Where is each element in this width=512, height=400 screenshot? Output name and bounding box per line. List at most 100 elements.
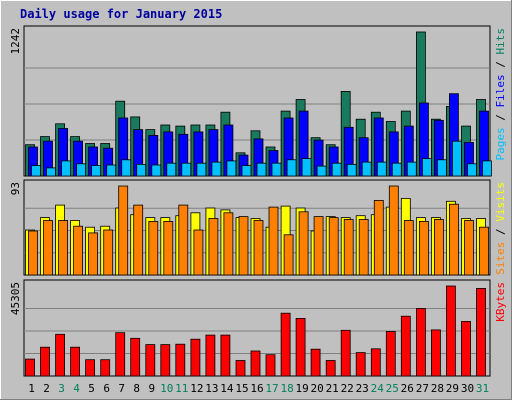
bar-kbytes-day-15 bbox=[235, 360, 246, 377]
bar-sites-day-22 bbox=[343, 219, 354, 276]
bar-pages-day-8 bbox=[136, 163, 147, 177]
bar-kbytes-day-16 bbox=[250, 350, 261, 377]
legend-hits: Pages / Files / Hits bbox=[494, 28, 507, 161]
bar-sites-day-9 bbox=[148, 220, 159, 276]
bar-sites-day-14 bbox=[223, 212, 234, 276]
x-tick-label: 22 bbox=[341, 382, 354, 395]
legend-entry: Sites bbox=[494, 242, 507, 275]
x-tick-label: 12 bbox=[190, 382, 203, 395]
bar-kbytes-day-26 bbox=[400, 315, 411, 377]
bar-pages-day-21 bbox=[331, 162, 342, 177]
bar-sites-day-13 bbox=[208, 218, 219, 276]
bar-kbytes-day-3 bbox=[55, 333, 65, 377]
bar-sites-day-5 bbox=[88, 232, 98, 276]
bar-kbytes-day-12 bbox=[190, 338, 201, 377]
x-tick-label: 20 bbox=[310, 382, 323, 395]
series-sites bbox=[28, 185, 489, 276]
bar-sites-day-10 bbox=[163, 220, 174, 276]
x-tick-label: 28 bbox=[431, 382, 444, 395]
bar-sites-day-27 bbox=[418, 220, 429, 276]
bar-kbytes-day-10 bbox=[160, 344, 171, 377]
x-tick-label: 29 bbox=[446, 382, 459, 395]
bar-kbytes-day-30 bbox=[461, 320, 471, 377]
panel-kbytes: 45305 KBytes bbox=[9, 279, 507, 377]
bar-kbytes-day-17 bbox=[265, 354, 276, 377]
panel-visits: 93 Sites / Visits bbox=[9, 179, 507, 276]
x-tick-label: 21 bbox=[326, 382, 339, 395]
bar-pages-day-27 bbox=[421, 158, 432, 177]
bar-kbytes-day-28 bbox=[430, 329, 441, 377]
panel-hits: 1242 Pages / Files / Hits bbox=[9, 25, 507, 177]
bar-pages-day-7 bbox=[121, 159, 132, 177]
x-tick-label: 19 bbox=[295, 382, 308, 395]
bar-kbytes-day-6 bbox=[100, 359, 111, 377]
bar-pages-day-16 bbox=[256, 162, 267, 177]
bar-kbytes-day-18 bbox=[280, 312, 291, 377]
x-tick-label: 30 bbox=[461, 382, 474, 395]
bar-kbytes-day-23 bbox=[355, 352, 366, 377]
bar-sites-day-1 bbox=[28, 230, 38, 276]
bar-pages-day-22 bbox=[346, 163, 357, 177]
x-tick-label: 5 bbox=[88, 382, 95, 395]
x-tick-label: 27 bbox=[416, 382, 429, 395]
bar-sites-day-23 bbox=[358, 219, 369, 276]
bar-sites-day-29 bbox=[448, 203, 459, 276]
bar-pages-day-11 bbox=[181, 162, 192, 177]
legend-visits: Sites / Visits bbox=[494, 182, 507, 275]
bar-kbytes-day-13 bbox=[205, 334, 216, 377]
bar-sites-day-31 bbox=[479, 226, 489, 276]
bar-kbytes-day-29 bbox=[445, 285, 456, 377]
bar-sites-day-20 bbox=[313, 216, 324, 276]
legend-entry: Pages bbox=[494, 127, 507, 160]
bar-pages-day-9 bbox=[151, 164, 162, 177]
bar-sites-day-25 bbox=[388, 185, 399, 276]
bar-sites-day-3 bbox=[58, 220, 68, 276]
x-tick-label: 23 bbox=[356, 382, 369, 395]
bar-pages-day-15 bbox=[241, 165, 252, 177]
bar-kbytes-day-20 bbox=[310, 348, 321, 377]
bar-sites-day-4 bbox=[73, 225, 83, 276]
x-axis: 1 2 3 4 5 6 7 8 9 10 11 12 13 14 15 16 17 18 19 20 21 22 23 24 2… bbox=[28, 382, 489, 395]
x-tick-label: 16 bbox=[250, 382, 263, 395]
bar-sites-day-6 bbox=[103, 229, 114, 276]
series-kbytes bbox=[25, 285, 486, 377]
x-tick-label: 9 bbox=[148, 382, 155, 395]
x-tick-label: 31 bbox=[476, 382, 489, 395]
max-label-hits: 1242 bbox=[9, 28, 22, 55]
x-tick-label: 1 bbox=[28, 382, 35, 395]
bar-pages-day-14 bbox=[226, 160, 237, 177]
bar-kbytes-day-7 bbox=[115, 332, 126, 377]
x-tick-label: 7 bbox=[118, 382, 125, 395]
legend-entry: KBytes bbox=[494, 282, 507, 322]
series-files bbox=[28, 93, 489, 177]
x-tick-label: 26 bbox=[401, 382, 414, 395]
bar-sites-day-12 bbox=[193, 229, 204, 276]
chart-title: Daily usage for January 2015 bbox=[20, 7, 222, 21]
bar-kbytes-day-25 bbox=[385, 331, 396, 377]
bar-pages-day-1 bbox=[31, 165, 41, 177]
bar-kbytes-day-8 bbox=[130, 337, 141, 377]
bar-sites-day-2 bbox=[43, 220, 53, 276]
bar-pages-day-19 bbox=[301, 158, 312, 177]
legend-entry: / bbox=[494, 222, 507, 242]
bar-pages-day-5 bbox=[91, 165, 101, 177]
bar-kbytes-day-9 bbox=[145, 344, 156, 377]
x-tick-label: 18 bbox=[280, 382, 293, 395]
bar-pages-day-12 bbox=[196, 162, 207, 177]
bar-sites-day-15 bbox=[238, 216, 249, 276]
legend-entry: / bbox=[494, 55, 507, 75]
x-tick-label: 2 bbox=[43, 382, 50, 395]
bar-sites-day-24 bbox=[373, 199, 384, 276]
bar-pages-day-18 bbox=[286, 159, 297, 177]
bar-sites-day-28 bbox=[433, 219, 444, 276]
bar-pages-day-30 bbox=[467, 163, 477, 177]
bar-pages-day-29 bbox=[451, 140, 462, 177]
bar-sites-day-18 bbox=[283, 234, 294, 276]
legend-kbytes: KBytes bbox=[494, 282, 507, 322]
x-tick-label: 6 bbox=[103, 382, 110, 395]
bar-pages-day-2 bbox=[46, 167, 56, 177]
bar-pages-day-28 bbox=[436, 159, 447, 177]
bar-kbytes-day-5 bbox=[85, 359, 95, 377]
bar-pages-day-24 bbox=[376, 161, 387, 177]
